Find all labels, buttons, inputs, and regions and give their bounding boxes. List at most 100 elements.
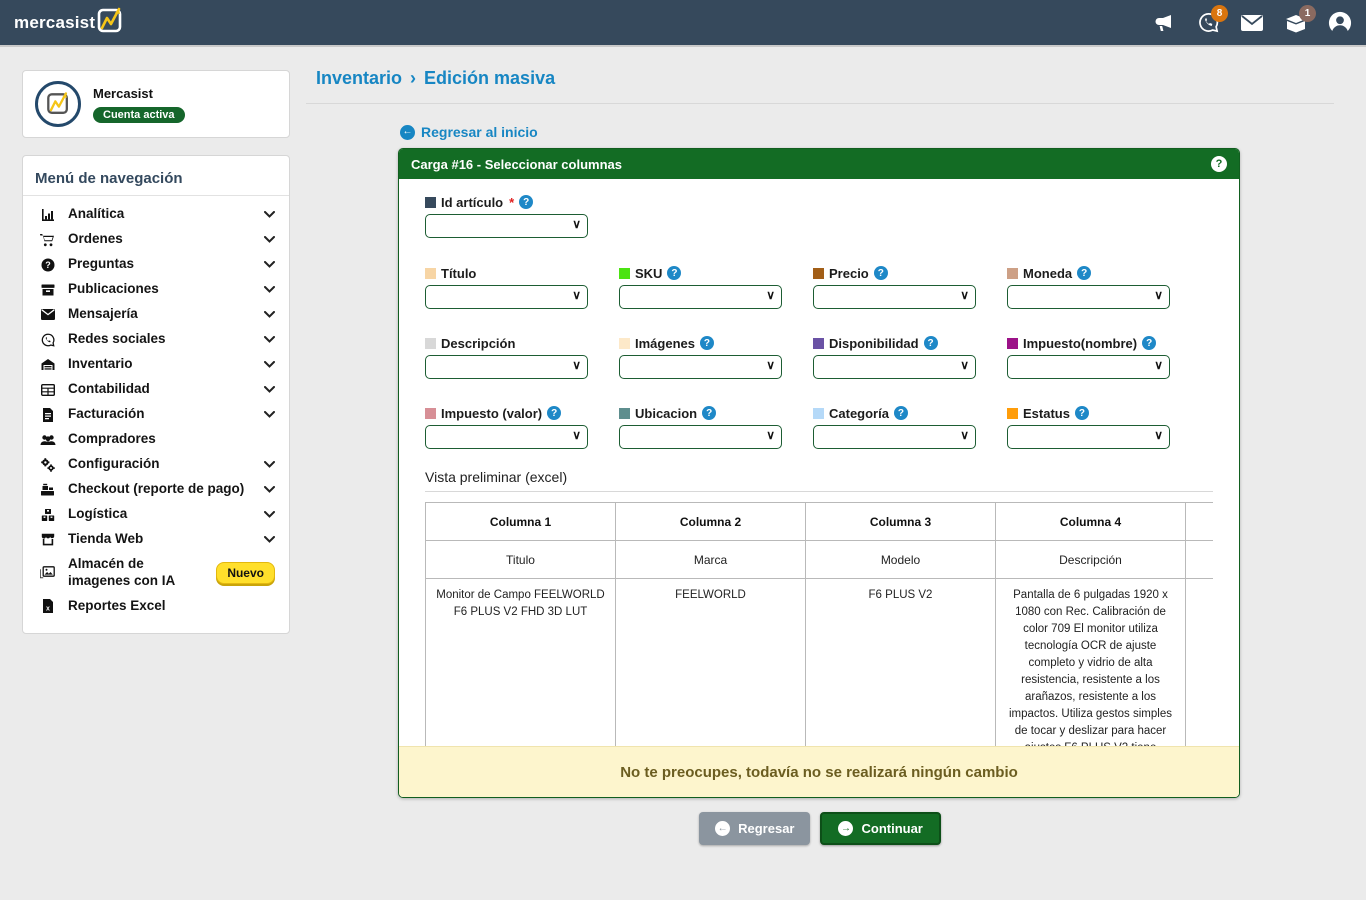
- chevron-down-icon: [264, 261, 275, 268]
- chevron-down-icon: [264, 411, 275, 418]
- sidebar-item-logistica[interactable]: Logística: [23, 502, 289, 527]
- help-icon[interactable]: ?: [893, 406, 908, 420]
- sidebar-item-contabilidad[interactable]: Contabilidad: [23, 377, 289, 402]
- breadcrumb-current: Edición masiva: [424, 68, 556, 88]
- impuesto-valor-select[interactable]: [425, 425, 588, 449]
- titulo-select[interactable]: [425, 285, 588, 309]
- sidebar-item-publicaciones[interactable]: Publicaciones: [23, 277, 289, 302]
- sidebar-item-analitica[interactable]: Analítica: [23, 202, 289, 227]
- help-icon[interactable]: ?: [519, 195, 534, 209]
- data-cell: [1185, 578, 1213, 748]
- disponibilidad-select[interactable]: [813, 355, 976, 379]
- messages-icon[interactable]: [1240, 11, 1264, 35]
- help-icon[interactable]: ?: [1077, 266, 1092, 280]
- chevron-down-icon: [264, 536, 275, 543]
- field-sku: SKU ?: [619, 264, 782, 309]
- color-swatch: [1007, 267, 1018, 279]
- precio-select[interactable]: [813, 285, 976, 309]
- regresar-button[interactable]: ← Regresar: [699, 812, 811, 845]
- sidebar-item-redes-sociales[interactable]: Redes sociales: [23, 327, 289, 352]
- color-swatch: [813, 337, 824, 349]
- help-icon[interactable]: ?: [873, 266, 888, 280]
- account-name: Mercasist: [93, 85, 153, 101]
- sidebar-item-tienda-web[interactable]: Tienda Web: [23, 527, 289, 552]
- preview-table-container[interactable]: Columna 1 Columna 2 Columna 3 Columna 4 …: [425, 502, 1213, 748]
- subheader-cell: Marca: [615, 540, 806, 579]
- sidebar-item-almacen-imagenes-ia[interactable]: Almacén de imagenes con IA Nuevo: [23, 552, 289, 594]
- color-swatch: [425, 267, 436, 279]
- data-cell: Monitor de Campo FEELWORLD F6 PLUS V2 FH…: [425, 578, 616, 748]
- categoria-select[interactable]: [813, 425, 976, 449]
- preview-table: Columna 1 Columna 2 Columna 3 Columna 4 …: [425, 502, 1213, 748]
- ubicacion-select[interactable]: [619, 425, 782, 449]
- chevron-down-icon: [264, 461, 275, 468]
- whatsapp-icon[interactable]: 8: [1196, 4, 1228, 35]
- chevron-down-icon: [264, 236, 275, 243]
- nuevo-badge: Nuevo: [216, 561, 275, 584]
- sidebar-item-checkout[interactable]: Checkout (reporte de pago): [23, 477, 289, 502]
- announcements-icon[interactable]: [1152, 11, 1176, 35]
- sidebar-item-mensajeria[interactable]: Mensajería: [23, 302, 289, 327]
- help-icon[interactable]: ?: [699, 336, 714, 350]
- panel-title: Carga #16 - Seleccionar columnas: [411, 156, 622, 172]
- whatsapp-badge: 8: [1211, 4, 1228, 22]
- field-id-articulo: Id artículo * ?: [425, 193, 1213, 238]
- image-icon: [39, 566, 56, 579]
- sku-select[interactable]: [619, 285, 782, 309]
- cart-icon: [39, 233, 56, 247]
- field-categoria: Categoría ?: [813, 404, 976, 449]
- field-moneda: Moneda ?: [1007, 264, 1170, 309]
- chevron-down-icon: [264, 511, 275, 518]
- svg-text:x: x: [46, 606, 50, 613]
- id-articulo-select[interactable]: [425, 214, 588, 238]
- sidebar-item-compradores[interactable]: Compradores: [23, 427, 289, 452]
- header-cell: [1185, 502, 1213, 541]
- sidebar-item-configuracion[interactable]: Configuración: [23, 452, 289, 477]
- help-icon[interactable]: ?: [702, 406, 717, 420]
- color-swatch: [425, 337, 436, 349]
- sidebar-item-facturacion[interactable]: Facturación: [23, 402, 289, 427]
- sidebar-item-preguntas[interactable]: ? Preguntas: [23, 252, 289, 277]
- estatus-select[interactable]: [1007, 425, 1170, 449]
- chevron-down-icon: [264, 286, 275, 293]
- color-swatch: [619, 267, 630, 279]
- logo-text: mercasist: [14, 12, 96, 32]
- continuar-button[interactable]: → Continuar: [820, 812, 941, 845]
- header-cell: Columna 1: [425, 502, 616, 541]
- panel-help-icon[interactable]: ?: [1211, 156, 1227, 172]
- account-status-badge: Cuenta activa: [93, 106, 185, 123]
- header-cell: Columna 3: [805, 502, 996, 541]
- gears-icon: [39, 457, 56, 472]
- sidebar-item-ordenes[interactable]: Ordenes: [23, 227, 289, 252]
- notice-text: No te preocupes, todavía no se realizará…: [620, 763, 1018, 781]
- arrow-right-circle-icon: →: [838, 821, 854, 836]
- breadcrumb-separator-icon: ›: [410, 68, 417, 88]
- app-logo[interactable]: mercasist: [14, 7, 127, 38]
- cash-register-icon: [39, 483, 56, 496]
- sidebar-item-reportes-excel[interactable]: x Reportes Excel: [23, 594, 289, 619]
- invoice-icon: [39, 407, 56, 422]
- account-card: Mercasist Cuenta activa: [22, 70, 290, 138]
- chevron-down-icon: [264, 311, 275, 318]
- descripcion-select[interactable]: [425, 355, 588, 379]
- breadcrumb-parent[interactable]: Inventario: [316, 68, 403, 88]
- warehouse-icon: [39, 358, 56, 371]
- moneda-select[interactable]: [1007, 285, 1170, 309]
- svg-text:?: ?: [45, 260, 51, 270]
- user-avatar[interactable]: [1328, 11, 1352, 35]
- back-to-start-link[interactable]: ← Regresar al inicio: [400, 124, 538, 140]
- help-icon[interactable]: ?: [1074, 406, 1089, 420]
- help-icon[interactable]: ?: [667, 266, 682, 280]
- help-icon[interactable]: ?: [547, 406, 562, 420]
- help-icon[interactable]: ?: [923, 336, 938, 350]
- column-fields-grid: Título SKU ? Precio ?: [425, 264, 1213, 449]
- sidebar-item-inventario[interactable]: Inventario: [23, 352, 289, 377]
- arrow-left-circle-icon: ←: [715, 821, 731, 836]
- chart-bar-icon: [39, 208, 56, 222]
- impuesto-nombre-select[interactable]: [1007, 355, 1170, 379]
- subheader-cell: Titulo: [425, 540, 616, 579]
- orders-box-icon[interactable]: 1: [1284, 4, 1316, 35]
- help-icon[interactable]: ?: [1142, 336, 1157, 350]
- imagenes-select[interactable]: [619, 355, 782, 379]
- logo-squiggle-icon: [93, 4, 127, 38]
